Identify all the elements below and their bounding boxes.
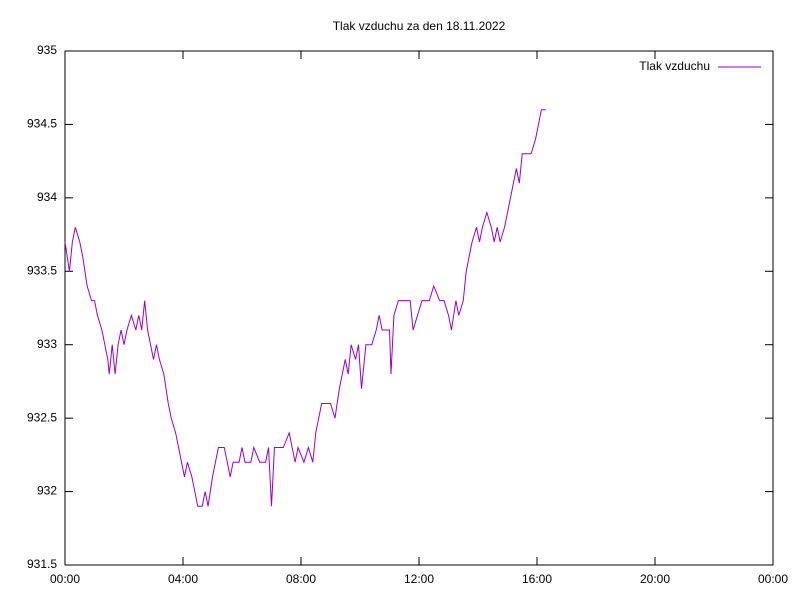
legend-label: Tlak vzduchu [639, 59, 710, 73]
plot-border [64, 50, 774, 566]
y-tick-label: 931.5 [27, 557, 57, 571]
chart-title: Tlak vzduchu za den 18.11.2022 [333, 19, 506, 33]
y-tick-label: 932 [37, 484, 57, 498]
x-tick-label: 04:00 [168, 572, 198, 586]
series-line [64, 109, 546, 507]
x-tick-label: 08:00 [286, 572, 316, 586]
x-tick-label: 00:00 [50, 572, 80, 586]
y-tick-label: 932.5 [27, 410, 57, 424]
x-tick-label: 12:00 [404, 572, 434, 586]
x-tick-label: 20:00 [640, 572, 670, 586]
y-tick-label: 933.5 [27, 263, 57, 277]
y-tick-label: 934.5 [27, 117, 57, 131]
y-tick-label: 933 [37, 337, 57, 351]
x-tick-label: 16:00 [522, 572, 552, 586]
y-tick-label: 935 [37, 43, 57, 57]
x-tick-label: 00:00 [758, 572, 788, 586]
y-tick-label: 934 [37, 190, 57, 204]
